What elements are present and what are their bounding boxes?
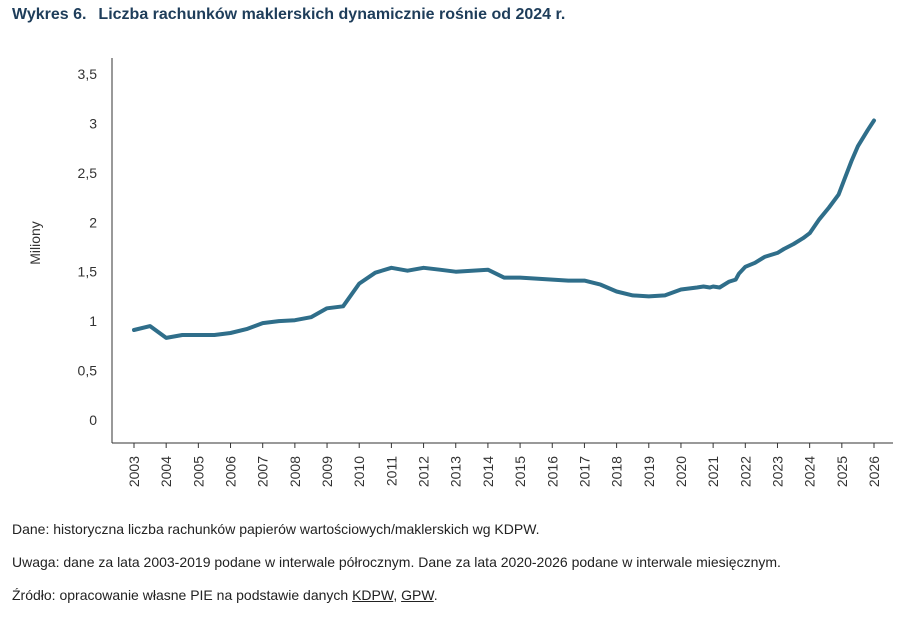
x-tick-label: 2009 — [319, 456, 335, 487]
remark-note: Uwaga: dane za lata 2003-2019 podane w i… — [12, 554, 781, 570]
y-tick-label: 2 — [89, 214, 97, 230]
x-tick-label: 2026 — [866, 456, 882, 487]
figure-notes: Dane: historyczna liczba rachunków papie… — [12, 520, 892, 619]
x-tick-label: 2003 — [126, 456, 142, 487]
source-note: Źródło: opracowanie własne PIE na podsta… — [12, 586, 892, 605]
y-tick-label: 3 — [89, 115, 97, 131]
x-tick-label: 2007 — [255, 456, 271, 487]
figure-title-text: Liczba rachunków maklerskich dynamicznie… — [98, 6, 566, 23]
x-tick-label: 2016 — [544, 456, 560, 487]
y-tick-label: 1,5 — [78, 264, 98, 280]
source-end: . — [433, 587, 438, 603]
figure-number: Wykres 6. — [12, 6, 87, 23]
y-axis-label: Miliony — [27, 221, 43, 265]
x-tick-label: 2004 — [158, 456, 174, 487]
x-tick-label: 2018 — [609, 456, 625, 487]
x-tick-label: 2006 — [223, 456, 239, 487]
x-tick-label: 2011 — [383, 456, 399, 486]
x-tick-label: 2014 — [480, 456, 496, 487]
y-tick-label: 0 — [89, 412, 97, 428]
x-tick-label: 2008 — [287, 456, 303, 487]
line-chart: 0 0,5 1 1,5 2 2,5 3 3,5 Miliony 2003 2004 2005 2006 2… — [27, 58, 893, 487]
x-tick-label: 2021 — [705, 456, 721, 487]
y-tick-label: 3,5 — [78, 66, 98, 82]
source-separator: , — [393, 587, 402, 603]
x-tick-label: 2025 — [834, 456, 850, 487]
source-prefix: Źródło: opracowanie własne PIE na podsta… — [12, 587, 353, 603]
y-tick-label: 1 — [89, 313, 97, 329]
x-tick-label: 2005 — [190, 456, 206, 487]
data-note: Dane: historyczna liczba rachunków papie… — [12, 521, 540, 537]
source-link-gpw[interactable]: GPW — [401, 587, 434, 603]
y-tick-label: 0,5 — [78, 363, 98, 379]
x-tick-label: 2012 — [416, 456, 432, 487]
series-line — [132, 118, 876, 340]
figure-title: Wykres 6. Liczba rachunków maklerskich dy… — [12, 6, 565, 24]
y-tick-label: 2,5 — [78, 165, 98, 181]
x-tick-label: 2015 — [512, 456, 528, 487]
x-tick-label: 2019 — [641, 456, 657, 487]
x-tick-label: 2023 — [769, 456, 785, 487]
x-tick-label: 2017 — [576, 456, 592, 487]
x-tick-label: 2022 — [737, 456, 753, 487]
source-link-kdpw[interactable]: KDPW — [352, 587, 394, 603]
x-tick-label: 2024 — [802, 456, 818, 487]
x-tick-label: 2013 — [448, 456, 464, 487]
x-tick-label: 2020 — [673, 456, 689, 487]
x-tick-label: 2010 — [351, 456, 367, 487]
